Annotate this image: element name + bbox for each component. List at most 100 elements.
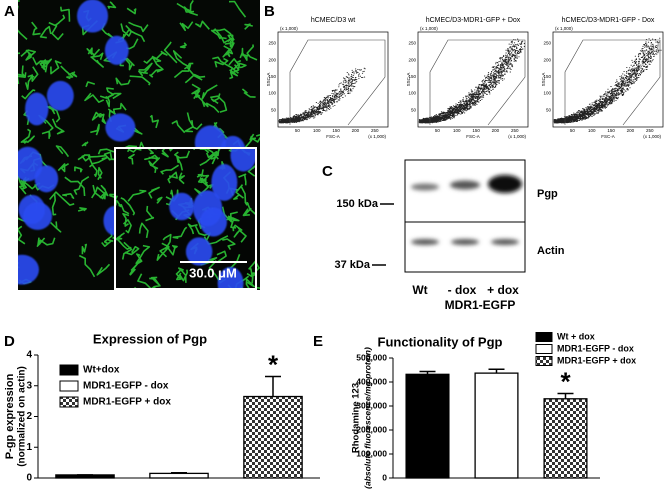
panel-label: B xyxy=(264,3,275,20)
y-tick-label: 50 xyxy=(271,107,277,112)
plot-frame xyxy=(552,31,664,128)
bar xyxy=(405,373,450,479)
gate xyxy=(289,39,386,126)
western-blot xyxy=(372,159,526,273)
band-label: Pgp xyxy=(537,188,558,200)
chart-title: Functionality of Pgp xyxy=(378,334,503,349)
group-label: MDR1-EGFP xyxy=(445,298,516,312)
x-tick-label: 250 xyxy=(371,128,379,133)
x-tick-label: 100 xyxy=(588,128,596,133)
plot-title: hCMEC/D3 wt xyxy=(311,17,355,24)
event-dots xyxy=(553,37,662,124)
y-tick-label: 400,000 xyxy=(356,376,387,386)
y-axis-note: (absolute fluorescence/mg protein) xyxy=(362,347,372,489)
inset-border xyxy=(114,147,257,290)
nucleus xyxy=(46,80,74,111)
y-tick-label: 100 xyxy=(268,91,276,96)
x-tick-label: 250 xyxy=(511,128,519,133)
x-tick-label: 150 xyxy=(607,128,615,133)
nucleus xyxy=(169,192,195,221)
significance: * xyxy=(560,366,571,396)
y-tick-label: 200,000 xyxy=(356,424,387,434)
y-tick-label: 150 xyxy=(268,74,276,79)
x-tick-label: 150 xyxy=(472,128,480,133)
lane-label: Wt xyxy=(412,283,427,297)
scale-bar-label: 30.0 μM xyxy=(189,265,237,280)
x-tick-label: 50 xyxy=(295,128,301,133)
legend-label: Wt+dox xyxy=(83,365,120,376)
y-tick-label: 250 xyxy=(408,41,416,46)
x-tick-label: 250 xyxy=(646,128,654,133)
bar xyxy=(474,372,519,479)
legend-label: MDR1-EGFP + dox xyxy=(83,397,171,408)
x-tick-label: 150 xyxy=(332,128,340,133)
y-axis-label: Rhodamine 123 xyxy=(351,383,362,453)
y-axis-note: (normalized on actin) xyxy=(17,366,28,467)
y-tick-label: 100 xyxy=(408,91,416,96)
legend-swatch xyxy=(535,332,553,342)
gate xyxy=(429,39,526,126)
y-tick-label: 250 xyxy=(543,41,551,46)
scale-note: (x 1,000) xyxy=(643,134,661,139)
y-tick-label: 300,000 xyxy=(356,400,387,410)
y-tick-label: 100 xyxy=(543,91,551,96)
x-tick-label: 200 xyxy=(492,128,500,133)
y-tick-label: 150 xyxy=(408,74,416,79)
legend-swatch xyxy=(59,364,79,376)
scale-note: (x 1,000) xyxy=(280,26,298,31)
event-dots xyxy=(278,67,366,124)
legend-label: Wt + dox xyxy=(557,331,595,341)
error-bar xyxy=(419,370,436,375)
nucleus xyxy=(230,149,255,172)
marker-label: 37 kDa xyxy=(335,259,371,271)
bar xyxy=(149,472,209,479)
axis-label: FSC-A xyxy=(601,134,615,139)
y-axis-label: P-gp expression xyxy=(4,373,16,459)
legend-label: MDR1-EGFP - dox xyxy=(557,343,634,353)
panel-label: D xyxy=(4,333,15,350)
nucleus xyxy=(211,164,238,201)
x-tick-label: 100 xyxy=(313,128,321,133)
legend-label: MDR1-EGFP + dox xyxy=(557,355,636,365)
axis-label: SSC-A xyxy=(541,73,546,87)
error-bar xyxy=(557,392,574,399)
legend-label: MDR1-EGFP - dox xyxy=(83,381,169,392)
y-tick-label: 100,000 xyxy=(356,448,387,458)
marker-label: 150 kDa xyxy=(336,198,378,210)
y-tick-label: 4 xyxy=(26,350,32,361)
nucleus xyxy=(76,0,109,33)
nucleus xyxy=(18,254,39,285)
axis-label: FSC-A xyxy=(326,134,340,139)
chart-title: Expression of Pgp xyxy=(93,331,207,346)
axis-label: SSC-A xyxy=(406,73,411,87)
panel-label: E xyxy=(313,333,323,350)
micrograph-inset xyxy=(116,149,255,288)
panel-label: A xyxy=(4,3,15,20)
legend-swatch xyxy=(535,344,553,354)
bar xyxy=(543,398,588,479)
panel-label: C xyxy=(322,163,333,180)
axis-label: FSC-A xyxy=(466,134,480,139)
nucleus xyxy=(23,202,53,230)
scale-note: (x 1,000) xyxy=(508,134,526,139)
y-tick-label: 200 xyxy=(268,57,276,62)
plot-title: hCMEC/D3-MDR1-GFP + Dox xyxy=(426,17,521,24)
nucleus xyxy=(25,92,49,126)
scale-note: (x 1,000) xyxy=(555,26,573,31)
scale-note: (x 1,000) xyxy=(368,134,386,139)
band-label: Actin xyxy=(537,245,565,257)
x-tick-label: 200 xyxy=(352,128,360,133)
y-tick-label: 0 xyxy=(382,472,387,482)
scale-note: (x 1,000) xyxy=(420,26,438,31)
x-tick-label: 50 xyxy=(570,128,576,133)
y-tick-label: 2 xyxy=(26,411,32,422)
y-tick-label: 250 xyxy=(268,41,276,46)
plot-frame xyxy=(277,31,389,128)
y-tick-label: 200 xyxy=(543,57,551,62)
significance: * xyxy=(268,349,279,379)
y-tick-label: 3 xyxy=(26,380,32,391)
y-tick-label: 150 xyxy=(543,74,551,79)
y-tick-label: 50 xyxy=(546,107,552,112)
nucleus xyxy=(34,165,59,193)
